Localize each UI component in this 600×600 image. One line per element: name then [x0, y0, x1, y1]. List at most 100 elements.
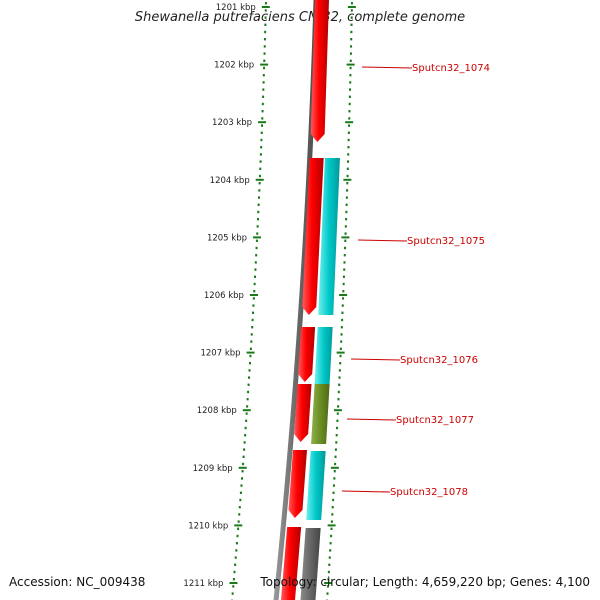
ruler-label: 1202 kbp [214, 61, 254, 71]
ruler-dot-inner [231, 592, 234, 595]
gene-labels[interactable]: Sputcn32_1074 Sputcn32_1075 Sputcn32_1076 S… [341, 63, 490, 498]
ruler-dot-inner [258, 189, 261, 192]
ruler-dot-outer [331, 506, 334, 509]
ruler-dot-inner [252, 304, 255, 307]
gene-label[interactable]: Sputcn32_1077 [396, 415, 474, 426]
gene-arrow[interactable] [288, 450, 308, 518]
ruler-label: 1207 kbp [200, 349, 240, 359]
ruler-dot-outer [329, 542, 332, 545]
ruler-dot-outer [335, 434, 338, 437]
ruler-dot-outer [347, 160, 350, 163]
ruler-dot-outer [340, 333, 343, 336]
ruler-dot-outer [342, 290, 345, 293]
ruler-dot-inner [242, 462, 245, 466]
ruler-dot-outer [345, 196, 348, 199]
ruler-dot-inner [239, 491, 242, 494]
ruler-dot-inner [264, 30, 267, 34]
ruler-dot-inner [262, 88, 265, 91]
ruler-dot-outer [347, 153, 350, 156]
ruler-dot-inner [247, 390, 250, 394]
ruler-dot-inner [252, 311, 255, 314]
ruler-dot-inner [264, 23, 267, 26]
gene-label[interactable]: Sputcn32_1075 [407, 236, 485, 247]
ruler-dot-inner [255, 254, 258, 257]
ruler-dot-inner [234, 563, 237, 566]
ruler-dot-inner [260, 131, 263, 134]
ruler-dot-inner [260, 138, 263, 142]
ruler-dot-outer [334, 455, 337, 458]
ruler-dot-outer [335, 441, 338, 444]
ruler-dot-outer [350, 16, 353, 19]
ruler-dot-inner [259, 160, 262, 163]
ruler-label: 1211 kbp [183, 579, 223, 589]
cds-block[interactable] [311, 384, 330, 444]
ruler-dot-inner [264, 16, 267, 19]
ruler-label: 1205 kbp [207, 233, 247, 243]
ruler-dot-outer [337, 398, 340, 401]
ruler-dot-outer [343, 254, 346, 257]
ruler-dot-outer [350, 38, 353, 41]
ruler-dot-outer [344, 246, 347, 250]
gene-label[interactable]: Sputcn32_1076 [400, 355, 478, 366]
ruler-labels: 1201 kbp 1202 kbp 1203 kbp 1204 kbp 1205 kbp… [183, 3, 255, 589]
ruler-dot-outer [339, 347, 342, 350]
cds-block[interactable] [318, 158, 340, 315]
cds-block[interactable] [314, 327, 333, 384]
ruler-dot-inner [232, 578, 235, 581]
ruler-dot-outer [340, 340, 343, 343]
ruler-dot-outer [336, 426, 339, 430]
ruler-dot-outer [337, 390, 340, 394]
ruler-dot-inner [248, 369, 251, 372]
gene-arrow[interactable] [294, 384, 312, 442]
ruler-label: 1206 kbp [204, 291, 244, 301]
ruler-dot-inner [261, 102, 264, 106]
ruler-label: 1209 kbp [193, 464, 233, 474]
ruler-ticks [229, 2, 356, 600]
ruler-dot-inner [234, 556, 237, 559]
ruler-dot-outer [333, 470, 336, 473]
ruler-dot-outer [348, 95, 351, 98]
ruler-dot-outer [334, 462, 337, 466]
gene-label-leader [357, 239, 408, 242]
ruler-dot-inner [238, 513, 241, 516]
gene-label[interactable]: Sputcn32_1078 [390, 487, 468, 498]
ruler-dot-outer [327, 570, 330, 574]
gene-arrow[interactable] [302, 158, 324, 315]
ruler-dot-inner [233, 570, 236, 574]
ruler-dot-inner [243, 441, 246, 444]
ruler-label: 1208 kbp [197, 406, 237, 416]
ruler-dot-outer [350, 23, 353, 26]
ruler-dot-outer [345, 203, 348, 206]
gene-features[interactable] [281, 0, 340, 600]
gene-label-leader [350, 358, 401, 361]
gene-arrow[interactable] [298, 327, 316, 382]
ruler-dot-inner [264, 9, 267, 12]
ruler-dot-outer [339, 362, 342, 365]
ruler-dot-inner [255, 246, 258, 250]
ruler-dot-outer [350, 2, 353, 5]
ruler-dot-outer [330, 520, 333, 523]
ruler-dot-inner [249, 354, 252, 358]
ruler-dot-outer [340, 326, 343, 329]
gene-arrow[interactable] [281, 527, 302, 600]
ruler-dot-outer [349, 66, 352, 70]
ruler-dot-outer [344, 232, 347, 235]
ruler-dot-inner [258, 182, 261, 185]
cds-block[interactable] [300, 528, 321, 600]
ruler-dot-inner [262, 81, 265, 84]
ruler-dot-inner [247, 383, 250, 386]
ruler-dot-inner [242, 455, 245, 458]
gene-label-leader [341, 490, 391, 493]
ruler-dot-outer [342, 297, 345, 300]
ruler-dot-inner [263, 59, 266, 62]
gene-arrow[interactable] [310, 0, 329, 142]
ruler-dot-inner [264, 2, 267, 5]
ruler-dot-inner [263, 66, 266, 70]
ruler-dot-inner [241, 470, 244, 473]
gene-label[interactable]: Sputcn32_1074 [412, 63, 490, 74]
genome-title: Shewanella putrefaciens CN-32, complete … [134, 10, 466, 25]
ruler-dot-inner [262, 74, 265, 77]
cds-block[interactable] [306, 451, 326, 520]
ruler-dot-inner [259, 167, 262, 170]
